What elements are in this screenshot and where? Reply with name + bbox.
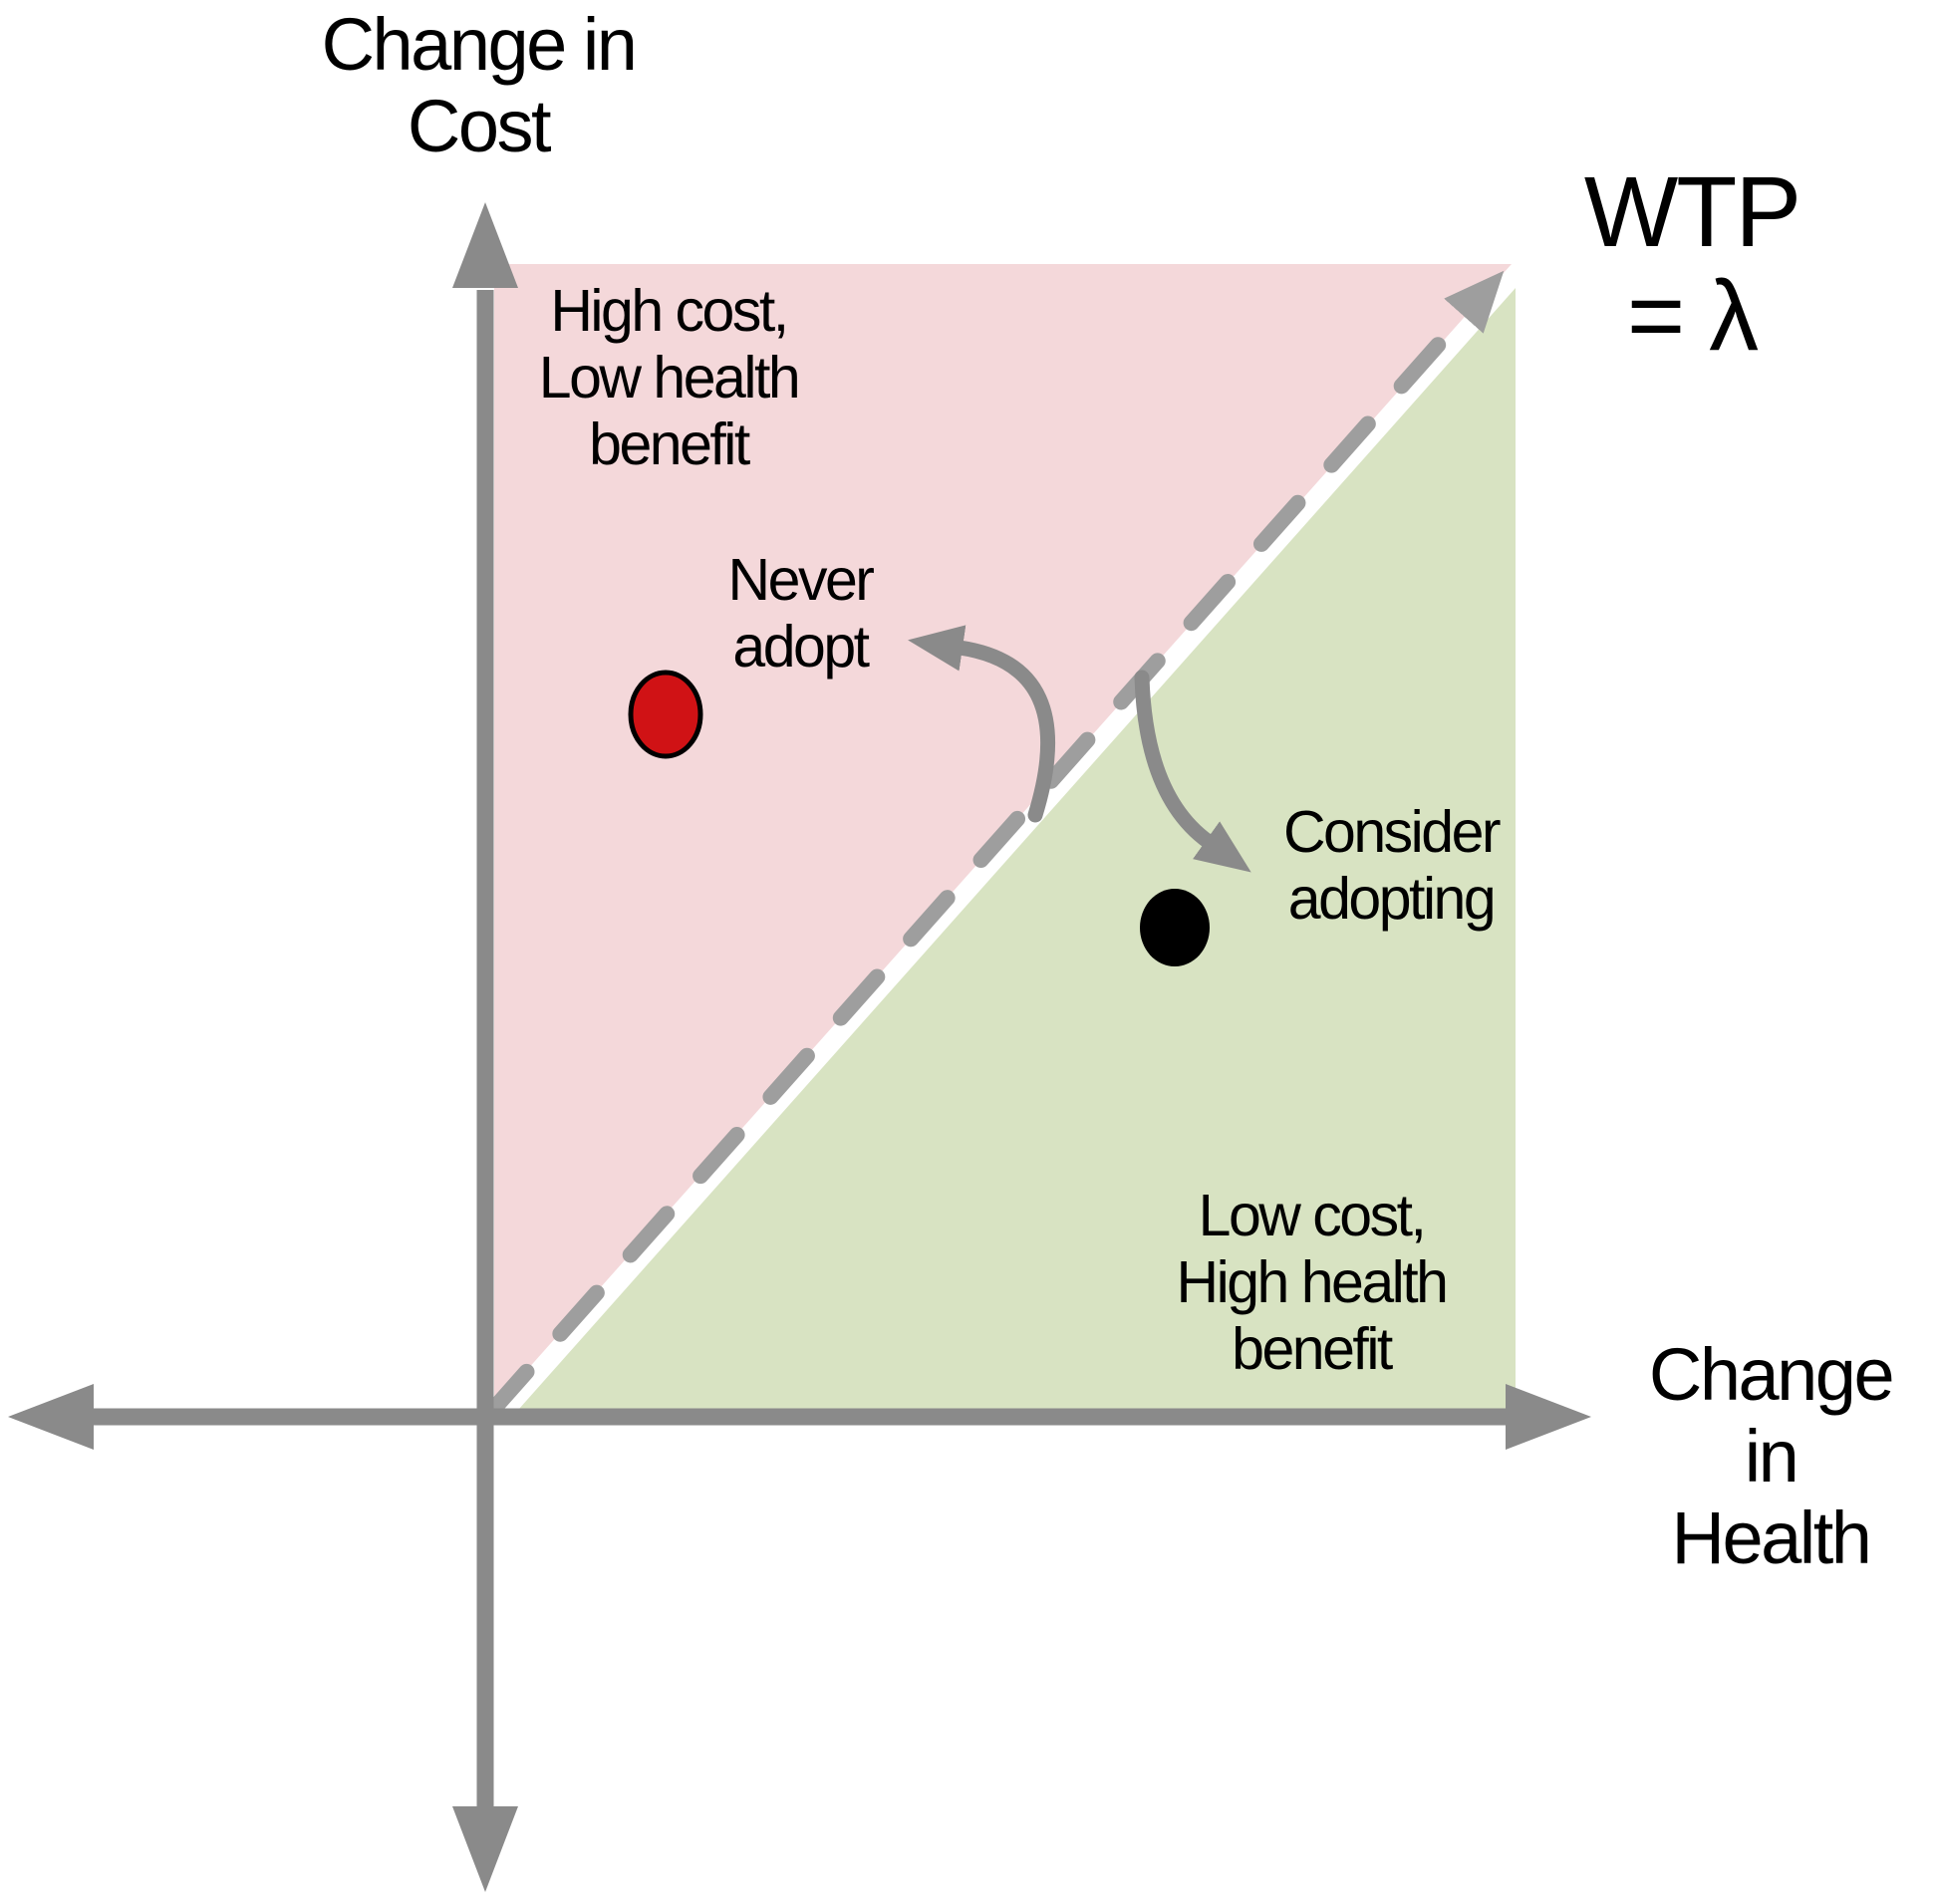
adopt-region: [519, 288, 1516, 1409]
wtp-threshold-label: WTP = λ: [1583, 156, 1801, 372]
y-axis-top-arrow-icon: [452, 202, 518, 288]
x-axis-right-arrow-icon: [1506, 1384, 1591, 1450]
never-adopt-label: Never adopt: [727, 547, 875, 680]
x-axis-left-arrow-icon: [8, 1384, 94, 1450]
never-point: [628, 670, 703, 759]
never-adopt-arrow-icon: [908, 625, 1055, 823]
wtp-threshold-line: [482, 270, 1505, 1421]
y-axis-label: Change in Cost: [321, 3, 638, 167]
consider-point: [1140, 889, 1210, 966]
adopt-region-caption: Low cost, High health benefit: [1176, 1183, 1450, 1382]
consider-adopting-arrow-icon: [1134, 670, 1251, 873]
never-region-caption: High cost, Low health benefit: [538, 278, 801, 477]
consider-adopting-label: Consider adopting: [1282, 799, 1502, 932]
y-axis-bottom-arrow-icon: [452, 1806, 518, 1892]
x-axis-label: Change in Health: [1648, 1333, 1895, 1579]
